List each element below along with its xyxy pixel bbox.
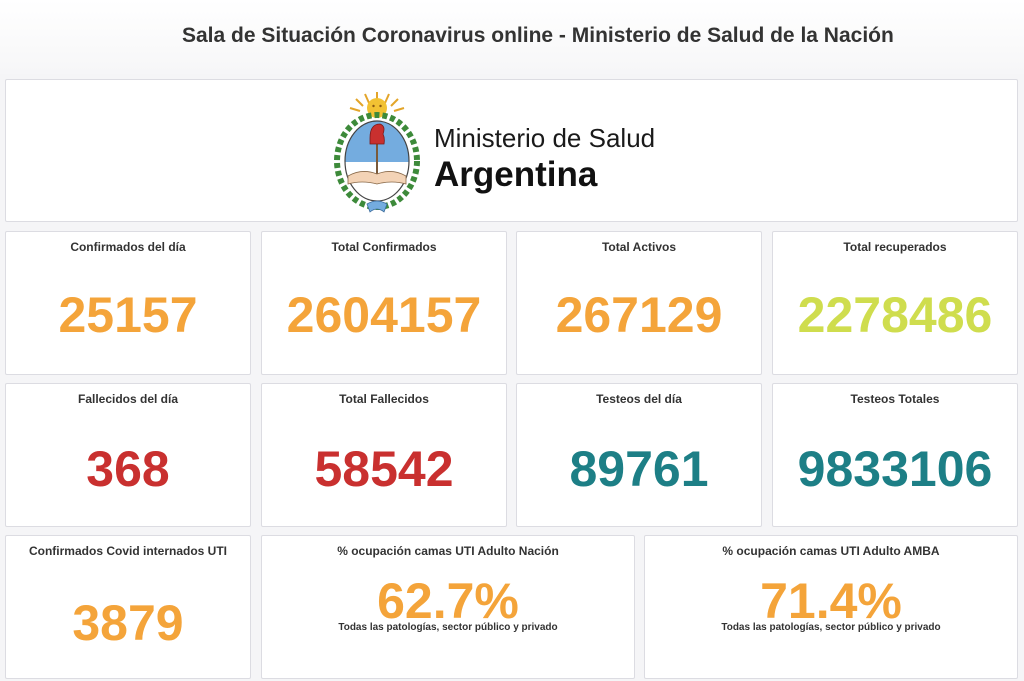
stat-card-ocupacion-amba: % ocupación camas UTI Adulto AMBA 71.4% … <box>644 535 1018 679</box>
stat-label: Fallecidos del día <box>77 392 179 406</box>
stat-value: 9833106 <box>797 441 993 497</box>
page-title: Sala de Situación Coronavirus online - M… <box>182 24 894 47</box>
stat-label: Confirmados Covid internados UTI <box>28 544 227 558</box>
stat-value: 3879 <box>72 595 184 651</box>
stat-subtitle: Todas las patologías, sector público y p… <box>338 622 558 633</box>
stat-value: 2278486 <box>797 287 993 343</box>
stat-value: 25157 <box>58 287 198 343</box>
stat-card-testeos-totales: Testeos Totales 9833106 <box>772 383 1018 527</box>
stat-label: Total Activos <box>601 240 676 254</box>
stat-value: 368 <box>86 441 170 497</box>
stat-card-internados-uti: Confirmados Covid internados UTI 3879 <box>5 535 251 679</box>
stat-value: 62.7% <box>377 573 519 629</box>
stat-label: Total Fallecidos <box>339 392 429 406</box>
stat-card-total-recuperados: Total recuperados 2278486 <box>772 231 1018 375</box>
stat-label: Testeos Totales <box>850 392 940 406</box>
stat-card-total-confirmados: Total Confirmados 2604157 <box>261 231 507 375</box>
stat-value: 89761 <box>569 441 709 497</box>
stat-label: Confirmados del día <box>70 240 186 254</box>
stat-card-total-activos: Total Activos 267129 <box>516 231 762 375</box>
stat-card-ocupacion-nacion: % ocupación camas UTI Adulto Nación 62.7… <box>261 535 635 679</box>
logo-ministry-text: Ministerio de Salud <box>434 123 656 153</box>
stat-card-fallecidos-dia: Fallecidos del día 368 <box>5 383 251 527</box>
stat-card-testeos-dia: Testeos del día 89761 <box>516 383 762 527</box>
stat-label: % ocupación camas UTI Adulto Nación <box>337 544 559 558</box>
stat-subtitle: Todas las patologías, sector público y p… <box>721 622 941 633</box>
stat-label: Total Confirmados <box>331 240 437 254</box>
stat-label: % ocupación camas UTI Adulto AMBA <box>722 544 940 558</box>
stat-card-confirmados-dia: Confirmados del día 25157 <box>5 231 251 375</box>
stat-value: 2604157 <box>286 287 482 343</box>
stat-card-total-fallecidos: Total Fallecidos 58542 <box>261 383 507 527</box>
stat-label: Total recuperados <box>843 240 947 254</box>
logo-card: Ministerio de Salud Argentina <box>5 79 1018 222</box>
stat-value: 71.4% <box>760 573 902 629</box>
page-header: Sala de Situación Coronavirus online - M… <box>0 0 1024 74</box>
stat-label: Testeos del día <box>596 392 682 406</box>
stat-value: 58542 <box>314 441 454 497</box>
stat-value: 267129 <box>555 287 723 343</box>
logo-country-text: Argentina <box>434 155 598 194</box>
argentina-coat-of-arms-icon <box>334 92 420 213</box>
